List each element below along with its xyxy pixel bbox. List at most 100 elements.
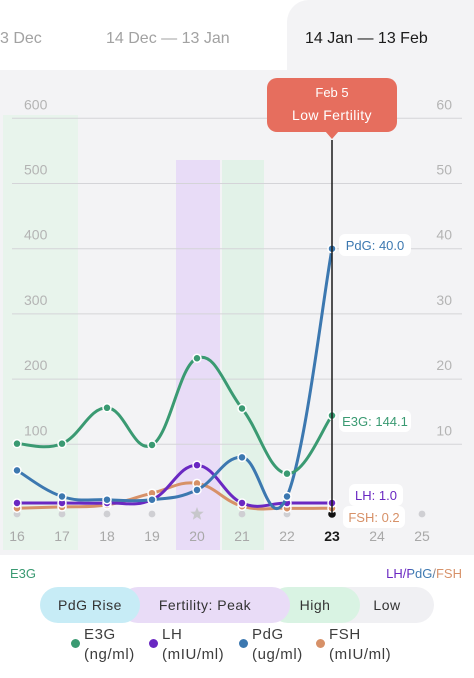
y-left-tick-label: 400: [24, 227, 48, 243]
legend-fsh-name: FSH: [329, 626, 361, 643]
legend-pdg-name: PdG: [252, 626, 284, 643]
legend-pdg-unit: (ug/ml): [252, 646, 303, 663]
y-right-tick-label: 30: [436, 292, 452, 308]
y-right-tick-label: 20: [436, 357, 452, 373]
hormone-chart-panel: 600 500 400 300 200 100 60 50 40 30 20 10 16 17 18 19 20…: [0, 70, 474, 555]
data-point-e3g: [147, 440, 157, 450]
data-point-lh: [237, 498, 247, 508]
value-label-text: E3G: 144.1: [342, 414, 408, 429]
x-tick-label: 20: [189, 528, 205, 544]
tab-dec[interactable]: 3 Dec: [0, 30, 42, 47]
hormone-chart: 600 500 400 300 200 100 60 50 40 30 20 10 16 17 18 19 20…: [3, 78, 462, 550]
data-point-pdg: [282, 491, 292, 502]
data-point-e3g: [102, 403, 112, 413]
y-left-tick-label: 200: [24, 357, 48, 373]
value-label-text: PdG: 40.0: [346, 238, 405, 253]
phase-fertility-peak[interactable]: Fertility: Peak: [120, 587, 290, 623]
data-point-pdg: [57, 491, 67, 502]
legend-fsh-unit: (mIU/ml): [329, 646, 392, 663]
data-point-lh: [12, 498, 22, 508]
day-marker-dot: [418, 510, 426, 518]
phase-high-label: High: [299, 597, 331, 613]
left-axis-label: E3G: [10, 566, 37, 581]
pdg-dot-icon: [239, 639, 248, 648]
day-marker-dot: [103, 510, 111, 518]
day-marker-dot: [238, 510, 246, 518]
series-fsh: [12, 478, 337, 513]
x-tick-label: 24: [369, 528, 385, 544]
value-label-bg: [343, 506, 405, 528]
data-point-pdg: [12, 465, 22, 476]
data-point-e3g: [12, 438, 22, 449]
data-point-e3g: [192, 353, 202, 363]
data-point-e3g: [57, 438, 67, 449]
tooltip-pointer: [325, 131, 339, 139]
value-label-text: FSH: 0.2: [348, 510, 399, 525]
tooltip-box: [267, 78, 397, 132]
x-tick-label: 17: [54, 528, 70, 544]
x-tick-label: 23: [324, 528, 340, 544]
legend-lh: LH (mIU/ml): [149, 625, 225, 665]
tab-dec-jan[interactable]: 14 Dec — 13 Jan: [106, 30, 230, 47]
legend-fsh: FSH (mIU/ml): [316, 625, 392, 665]
value-label-fsh: FSH: 0.2: [343, 506, 405, 528]
data-point-e3g: [282, 468, 292, 479]
y-left-tick-label: 300: [24, 292, 48, 308]
tab-jan-feb[interactable]: 14 Jan — 13 Feb: [287, 0, 474, 70]
y-left-tick-label: 100: [24, 422, 48, 438]
y-right-tick-label: 40: [436, 227, 452, 243]
right-axis-label: LH/PdG/FSH: [386, 566, 462, 581]
value-label-e3g: E3G: 144.1: [339, 410, 411, 432]
data-point-lh: [192, 460, 202, 470]
e3g-dot-icon: [71, 639, 80, 648]
value-label-pdg: PdG: 40.0: [339, 234, 411, 256]
legend-lh-name: LH: [162, 626, 183, 643]
phase-pdg-rise[interactable]: PdG Rise: [40, 587, 140, 623]
tooltip: Feb 5 Low Fertility: [267, 78, 397, 139]
lh-dot-icon: [149, 639, 158, 648]
tooltip-date: Feb 5: [315, 85, 348, 100]
day-marker-dot: [148, 510, 156, 518]
peak-star-icon: [190, 507, 204, 520]
data-point-pdg: [237, 452, 247, 463]
y-right-tick-label: 60: [436, 96, 452, 112]
phase-low-label: Low: [373, 597, 401, 613]
y-right-tick-label: 10: [436, 422, 452, 438]
date-range-tabs: 3 Dec 14 Dec — 13 Jan 14 Jan — 13 Feb: [0, 0, 474, 70]
phase-band-high: [222, 160, 264, 550]
series-line-lh: [15, 463, 334, 508]
data-point-pdg: [192, 485, 202, 495]
series-pdg: [12, 243, 337, 510]
right-axis-label-text: LH/PdG/FSH: [386, 566, 462, 581]
phase-band-pdg-rise: [3, 115, 78, 550]
x-tick-label: 16: [9, 528, 25, 544]
legend-e3g-name: E3G: [84, 626, 116, 643]
day-marker-dot: [58, 510, 66, 518]
data-point-pdg: [102, 494, 112, 505]
legend-pdg: PdG (ug/ml): [239, 625, 303, 665]
value-label-lh: LH: 1.0: [349, 484, 403, 506]
legend-e3g-unit: (ng/ml): [84, 646, 135, 663]
tooltip-status: Low Fertility: [292, 107, 372, 123]
phase-pdg-rise-label: PdG Rise: [58, 597, 122, 613]
phase-bar: Low High Fertility: Peak PdG Rise: [40, 587, 434, 623]
data-point-e3g: [237, 403, 247, 414]
legend-lh-unit: (mIU/ml): [162, 646, 225, 663]
y-left-tick-label: 600: [24, 96, 48, 112]
legend-e3g: E3G (ng/ml): [71, 625, 135, 665]
x-tick-label: 19: [144, 528, 160, 544]
fsh-dot-icon: [316, 639, 325, 648]
value-label-text: LH: 1.0: [355, 488, 397, 503]
x-tick-label: 18: [99, 528, 115, 544]
y-left-tick-label: 500: [24, 162, 48, 178]
value-label-bg: [339, 234, 411, 256]
x-tick-label: 21: [234, 528, 250, 544]
x-tick-label: 22: [279, 528, 295, 544]
x-tick-label: 25: [414, 528, 430, 544]
phase-fertility-peak-label: Fertility: Peak: [158, 597, 252, 613]
value-label-bg: [349, 484, 403, 506]
value-label-bg: [339, 410, 411, 432]
y-right-tick-label: 50: [436, 162, 452, 178]
data-point-pdg: [147, 494, 157, 505]
legend: E3G (ng/ml) LH (mIU/ml) PdG (ug/ml) FSH …: [0, 625, 474, 670]
